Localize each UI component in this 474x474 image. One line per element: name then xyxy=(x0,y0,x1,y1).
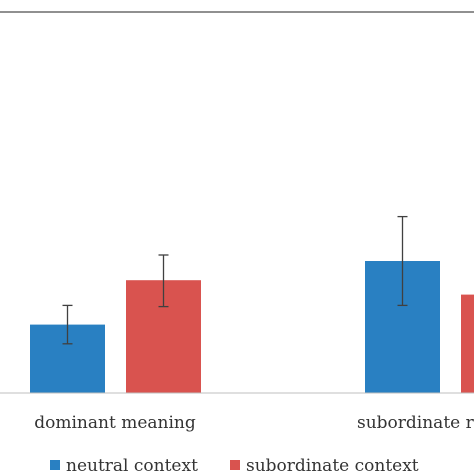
error-bar-subordinate-context-0 xyxy=(158,254,169,308)
legend-swatch-neutral-context xyxy=(50,460,60,470)
error-bar-neutral-context-0 xyxy=(62,304,73,345)
x-tick-label-dominant-meaning: dominant meaning xyxy=(34,413,196,433)
legend-label-subordinate-context: subordinate context xyxy=(246,456,419,474)
plot-area xyxy=(30,215,474,393)
legend: neutral context subordinate context xyxy=(50,456,419,474)
bar-subordinate-context-1 xyxy=(461,294,474,393)
legend-swatch-subordinate-context xyxy=(230,460,240,470)
x-tick-label-subordinate: subordinate r xyxy=(357,413,474,433)
error-bar-neutral-context-1 xyxy=(397,215,408,307)
legend-label-neutral-context: neutral context xyxy=(66,456,198,474)
